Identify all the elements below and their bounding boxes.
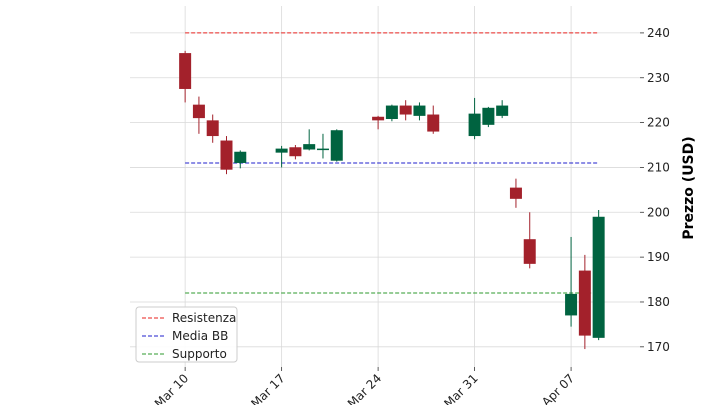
candle	[206, 114, 219, 143]
y-tick-label: 190	[647, 250, 670, 264]
legend: Resistenza Media BB Supporto	[135, 306, 238, 363]
candle	[565, 236, 578, 327]
y-tick-label: 230	[647, 71, 670, 85]
candle	[316, 133, 329, 159]
candle	[482, 106, 495, 128]
candle-body	[289, 147, 302, 157]
candle	[192, 96, 205, 134]
legend-label: Media BB	[172, 329, 228, 343]
candle-body	[482, 107, 495, 125]
candle-body	[192, 104, 205, 119]
candle	[220, 136, 233, 175]
candle-body	[206, 120, 219, 137]
x-tick-label: Apr 07	[539, 371, 577, 405]
candle	[427, 105, 440, 134]
candle-body	[275, 148, 288, 153]
x-tick-label: Mar 31	[441, 371, 480, 405]
candle	[468, 97, 481, 140]
candle	[372, 115, 385, 130]
candle-body	[303, 144, 316, 150]
candle	[496, 100, 509, 119]
candle-body	[330, 130, 343, 161]
reference-lines-layer	[185, 32, 599, 294]
candle-body	[385, 105, 398, 120]
candle-body	[509, 187, 522, 199]
legend-label: Resistenza	[172, 311, 236, 325]
candle-body	[427, 114, 440, 132]
legend-label: Supporto	[172, 347, 227, 361]
y-axis-title: Prezzo (USD)	[681, 136, 697, 239]
candle	[330, 129, 343, 162]
candle-body	[578, 270, 591, 336]
x-tick-label: Mar 17	[248, 371, 287, 405]
candle-body	[179, 53, 192, 89]
candle-body	[220, 140, 233, 170]
candle-body	[413, 105, 426, 116]
candle-body	[234, 151, 247, 163]
candle	[399, 100, 412, 121]
candle	[234, 150, 247, 169]
y-tick-label: 210	[647, 160, 670, 174]
legend-frame	[135, 306, 238, 363]
y-tick-label: 240	[647, 26, 670, 40]
candle-body	[496, 105, 509, 116]
y-tick-label: 200	[647, 205, 670, 219]
candle	[385, 104, 398, 122]
candle	[509, 178, 522, 208]
candle	[289, 145, 302, 160]
candle	[275, 145, 288, 168]
candle-body	[372, 116, 385, 121]
candle	[578, 254, 591, 350]
candle	[523, 212, 536, 269]
candle-body	[399, 105, 412, 115]
candle	[179, 50, 192, 103]
candle	[303, 129, 316, 151]
candle-body	[592, 216, 605, 338]
x-tick-label: Mar 10	[152, 371, 191, 405]
candle	[413, 102, 426, 121]
y-tick-label: 220	[647, 116, 670, 130]
candle-body	[565, 293, 578, 316]
x-tick-label: Mar 24	[345, 371, 384, 405]
candle-body	[468, 113, 481, 137]
y-tick-label: 180	[647, 295, 670, 309]
y-tick-label: 170	[647, 340, 670, 354]
candles-layer	[179, 50, 605, 350]
candle-body	[316, 148, 329, 151]
candle	[592, 210, 605, 341]
candle-body	[523, 239, 536, 264]
